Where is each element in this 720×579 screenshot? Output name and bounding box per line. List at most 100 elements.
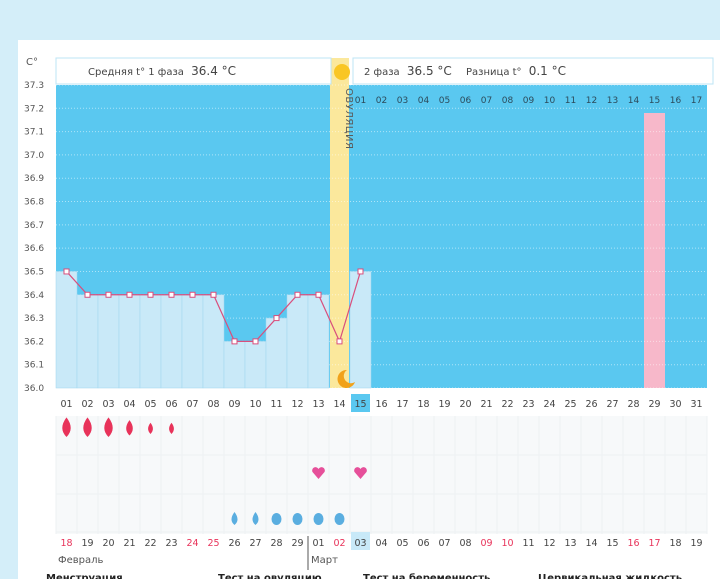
temperature-point [105, 291, 112, 298]
phase1-summary: Средняя t° 1 фаза 36.4 °C [88, 64, 236, 78]
legend: Менструация Тест на овуляцию Тест на берем… [46, 572, 682, 579]
x-tick-label: 06 [165, 399, 177, 410]
temp-bar [265, 317, 288, 389]
x-tick-label: 02 [81, 399, 93, 410]
diff-summary: Разница t° 0.1 °C [466, 64, 566, 78]
cervical-fluid-drop-icon [231, 512, 238, 525]
x-tick-label: 03 [102, 399, 114, 410]
x-tick-label: 28 [627, 399, 639, 410]
temperature-point [210, 291, 217, 298]
calendar-date: 21 [123, 538, 135, 549]
temperature-point [315, 291, 322, 298]
temp-bar [55, 271, 78, 389]
x-tick-label: 15 [354, 399, 366, 410]
y-tick-label: 36.4 [24, 291, 44, 301]
cervical-fluid-blob-icon [313, 513, 324, 525]
ovulation-test-heart-icon [312, 467, 325, 479]
phase2-day-label: 02 [376, 96, 387, 106]
phase2-day-label: 10 [544, 96, 556, 106]
calendar-date: 01 [312, 538, 324, 549]
x-tick-label: 14 [333, 399, 345, 410]
phase2-day-label: 01 [355, 96, 366, 106]
x-tick-label: 10 [249, 399, 261, 410]
x-tick-label: 08 [207, 399, 219, 410]
calendar-date: 04 [375, 538, 387, 549]
calendar-date: 02 [333, 538, 345, 549]
y-tick-label: 37.1 [24, 128, 44, 138]
temperature-point [147, 291, 154, 298]
calendar-date: 10 [501, 538, 513, 549]
y-tick-label: 36.1 [24, 361, 44, 371]
summary-header [55, 57, 332, 85]
x-tick-label: 31 [690, 399, 702, 410]
calendar-date: 29 [291, 538, 303, 549]
temperature-point [84, 291, 91, 298]
temperature-point [252, 338, 259, 345]
x-tick-label: 05 [144, 399, 156, 410]
calendar-date: 07 [438, 538, 450, 549]
temp-bar [223, 341, 246, 389]
x-tick-label: 26 [585, 399, 597, 410]
menstruation-drop-icon [169, 422, 174, 434]
x-tick-label: 09 [228, 399, 240, 410]
calendar-date: 09 [480, 538, 492, 549]
calendar-date: 15 [606, 538, 618, 549]
calendar-date: 12 [543, 538, 555, 549]
x-tick-label: 12 [291, 399, 303, 410]
today-marker [351, 394, 370, 412]
temperature-point [126, 291, 133, 298]
calendar-date: 05 [396, 538, 408, 549]
x-tick-label: 24 [543, 399, 555, 410]
temp-bar [202, 294, 225, 389]
x-tick-label: 27 [606, 399, 618, 410]
x-tick-label: 19 [438, 399, 450, 410]
temp-bar [286, 294, 309, 389]
cervical-fluid-blob-icon [334, 513, 345, 525]
x-tick-label: 29 [648, 399, 660, 410]
calendar-date: 18 [60, 538, 72, 549]
temp-bar [139, 294, 162, 389]
y-tick-label: 37.3 [24, 81, 44, 91]
menstruation-drop-icon [62, 417, 71, 437]
temp-bar [160, 294, 183, 389]
x-tick-label: 16 [375, 399, 387, 410]
calendar-date: 25 [207, 538, 219, 549]
phase2-day-label: 06 [460, 96, 472, 106]
y-tick-label: 36.7 [24, 221, 44, 231]
ovulation-test-heart-icon [354, 467, 367, 479]
y-tick-label: 36.0 [24, 384, 44, 394]
temp-bar [76, 294, 99, 389]
y-tick-label: 36.9 [24, 174, 44, 184]
menstruation-drop-icon [126, 420, 133, 436]
cervical-fluid-blob-icon [271, 513, 282, 525]
x-tick-label: 17 [396, 399, 408, 410]
marker-area [56, 416, 707, 534]
temp-bar [244, 341, 267, 389]
calendar-date: 17 [648, 538, 660, 549]
x-tick-label: 21 [480, 399, 492, 410]
calendar-date: 19 [690, 538, 702, 549]
cervical-fluid-drop-icon [252, 512, 259, 525]
phase2-day-label: 15 [649, 96, 660, 106]
calendar-date: 16 [627, 538, 639, 549]
calendar-date: 20 [102, 538, 114, 549]
x-tick-label: 11 [270, 399, 282, 410]
x-tick-label: 13 [312, 399, 324, 410]
sun-icon [334, 64, 350, 80]
phase2-day-label: 12 [586, 96, 597, 106]
phase2-day-label: 16 [670, 96, 682, 106]
phase2-day-label: 11 [565, 96, 576, 106]
y-tick-label: 36.8 [24, 198, 44, 208]
phase2-day-label: 13 [607, 96, 618, 106]
temperature-point [168, 291, 175, 298]
legend-item: Тест на беременность [363, 572, 490, 579]
temperature-point [336, 338, 343, 345]
temperature-point [231, 338, 238, 345]
x-tick-label: 25 [564, 399, 576, 410]
ovulation-label: ОВУЛЯЦИЯ [343, 88, 354, 150]
x-tick-label: 01 [60, 399, 72, 410]
month-label: Февраль [58, 555, 104, 566]
calendar-date: 08 [459, 538, 471, 549]
calendar-date: 24 [186, 538, 198, 549]
y-tick-label: 37.2 [24, 104, 44, 114]
